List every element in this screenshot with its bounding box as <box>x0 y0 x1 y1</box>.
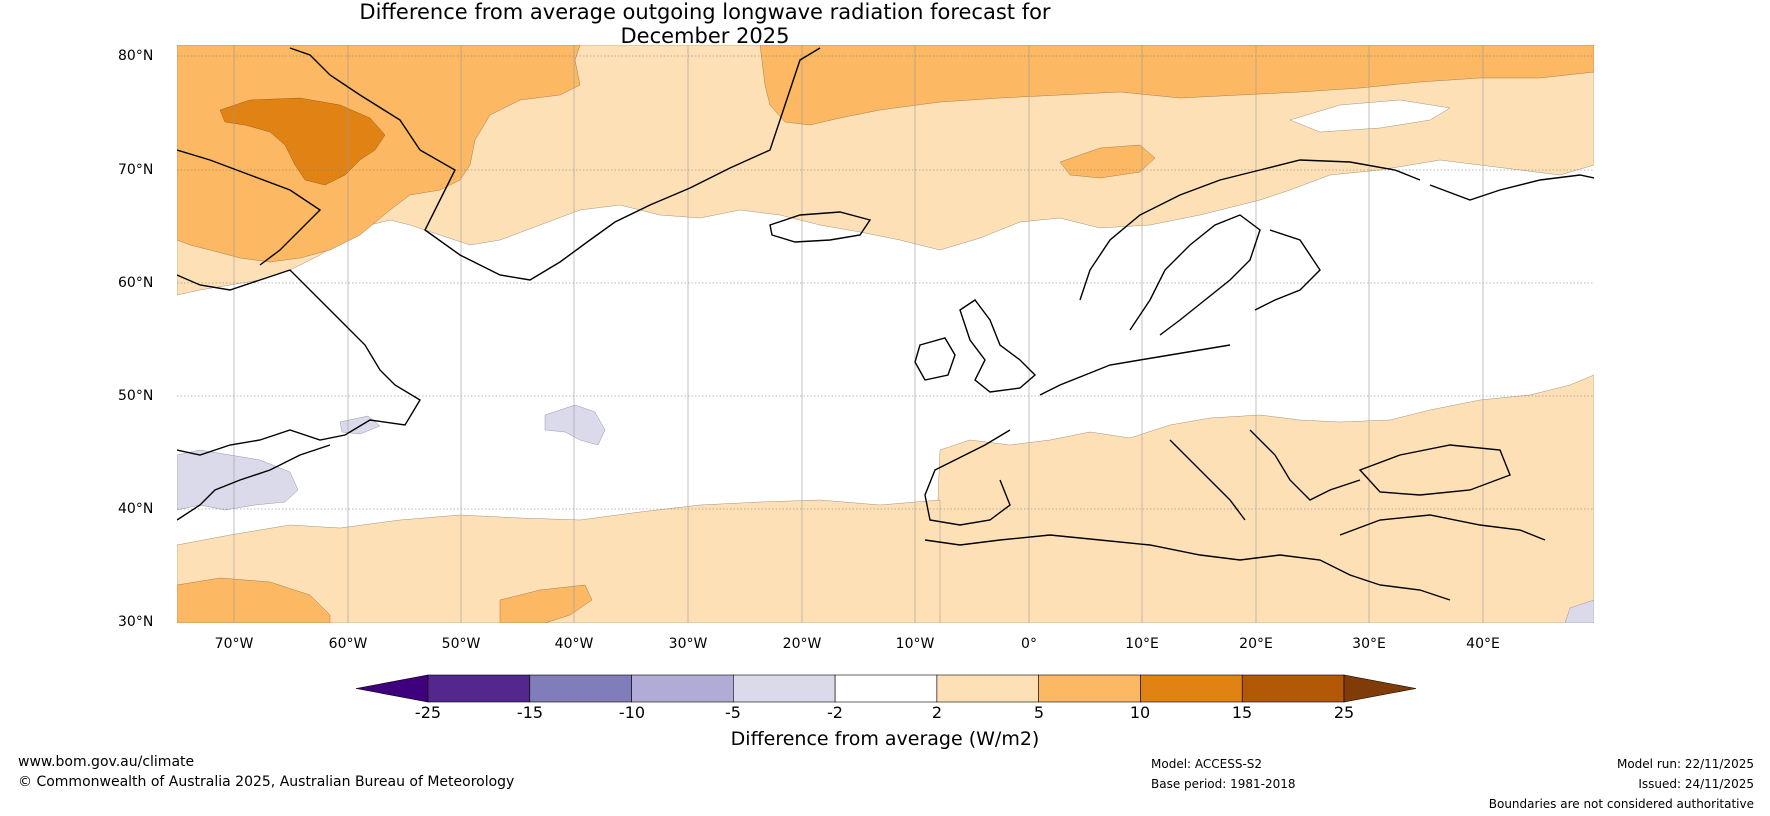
anomaly-light-orange-atlantic <box>177 499 941 623</box>
anomaly-orange-subtropics-west <box>177 577 331 623</box>
anomaly-orange-arctic-europe <box>759 45 1594 126</box>
map-field <box>177 45 1594 623</box>
colorbar-tick-5: 5 <box>1033 703 1045 722</box>
lon-label-10e: 10°E <box>1125 636 1159 652</box>
title-line-1: Difference from average outgoing longwav… <box>359 0 1051 24</box>
coastline-black-sea <box>1358 444 1511 496</box>
colorbar-tick-25: 25 <box>1333 703 1355 722</box>
coastline-italy <box>1169 439 1246 521</box>
coastline-greenland-north <box>289 47 421 151</box>
footer-base-period: Base period: 1981-2018 <box>1151 777 1296 791</box>
colorbar <box>355 674 1417 703</box>
anomaly-light-orange-mediterranean <box>929 374 1594 623</box>
coastline-ireland <box>914 337 956 381</box>
lon-label-20w: 20°W <box>782 636 822 652</box>
coastline-new-england <box>177 444 331 521</box>
coastline-labrador <box>177 269 421 456</box>
colorbar-tick-neg15: -15 <box>516 703 544 722</box>
lon-label-70w: 70°W <box>214 636 254 652</box>
lat-label-80n: 80°N <box>118 48 154 64</box>
lat-label-60n: 60°N <box>118 275 154 291</box>
coastline-north-africa <box>924 534 1451 601</box>
coastline-iceland <box>769 211 872 243</box>
colorbar-extend-high <box>1343 674 1417 703</box>
lon-label-40e: 40°E <box>1466 636 1500 652</box>
anomaly-light-purple-newengland <box>177 449 299 511</box>
footer-disclaimer: Boundaries are not considered authoritat… <box>1488 797 1754 811</box>
footer-model-run: Model run: 22/11/2025 <box>1616 757 1754 771</box>
footer-copyright: © Commonwealth of Australia 2025, Austra… <box>18 774 515 790</box>
anomaly-dark-orange-baffin <box>219 97 386 186</box>
lon-label-0: 0° <box>1021 636 1037 652</box>
lon-label-30w: 30°W <box>668 636 708 652</box>
coastline-baltic <box>1254 229 1321 311</box>
title-line-2: December 2025 <box>620 24 790 48</box>
colorbar-tick-10: 10 <box>1129 703 1151 722</box>
colorbar-bin <box>427 674 531 703</box>
anomaly-light-purple-atlantic <box>544 404 606 446</box>
lat-label-70n: 70°N <box>118 162 154 178</box>
coastline-norway <box>1079 159 1421 301</box>
lon-label-40w: 40°W <box>554 636 594 652</box>
colorbar-bin <box>631 674 734 703</box>
anomaly-light-purple-redsea <box>1564 599 1594 623</box>
lat-label-30n: 30°N <box>118 614 154 630</box>
colorbar-label: Difference from average (W/m2) <box>730 728 1040 750</box>
colorbar-extend-low <box>355 674 429 703</box>
colorbar-tick-neg5: -5 <box>725 703 741 722</box>
coastline-arctic-russia <box>1429 174 1594 201</box>
meridians <box>233 45 1484 623</box>
coastlines <box>177 47 1594 601</box>
coastline-balkans <box>1249 429 1361 501</box>
lon-label-60w: 60°W <box>328 636 368 652</box>
coastline-baffin <box>177 149 322 266</box>
colorbar-bin <box>1038 674 1141 703</box>
lat-label-50n: 50°N <box>118 388 154 404</box>
coastline-anatolia <box>1339 514 1546 541</box>
lon-label-30e: 30°E <box>1352 636 1386 652</box>
colorbar-tick-neg10: -10 <box>618 703 646 722</box>
footer-model: Model: ACCESS-S2 <box>1151 757 1263 771</box>
coastline-britain <box>959 299 1037 393</box>
colorbar-bin <box>1241 674 1345 703</box>
colorbar-bin <box>834 674 938 703</box>
lon-label-20e: 20°E <box>1239 636 1273 652</box>
anomaly-orange-subtropics-central <box>499 584 593 623</box>
colorbar-bin <box>936 674 1039 703</box>
lon-label-10w: 10°W <box>895 636 935 652</box>
colorbar-bin <box>529 674 632 703</box>
coastline-iberia <box>924 429 1011 526</box>
colorbar-bin <box>1140 674 1243 703</box>
coastline-greenland <box>419 47 821 281</box>
footer-issued: Issued: 24/11/2025 <box>1638 777 1754 791</box>
colorbar-tick-15: 15 <box>1231 703 1253 722</box>
neutral-barents <box>1289 99 1451 133</box>
colorbar-tick-2: 2 <box>931 703 943 722</box>
colorbar-bin <box>733 674 836 703</box>
graticule <box>177 55 1594 510</box>
lat-label-40n: 40°N <box>118 501 154 517</box>
colorbar-tick-neg25: -25 <box>414 703 442 722</box>
coastline-europe-west <box>1039 344 1231 396</box>
coastline-sweden <box>1129 214 1261 336</box>
chart-title: Difference from average outgoing longwav… <box>0 0 1410 48</box>
lon-label-50w: 50°W <box>441 636 481 652</box>
footer-website: www.bom.gov.au/climate <box>18 754 195 770</box>
colorbar-tick-neg2: -2 <box>827 703 843 722</box>
